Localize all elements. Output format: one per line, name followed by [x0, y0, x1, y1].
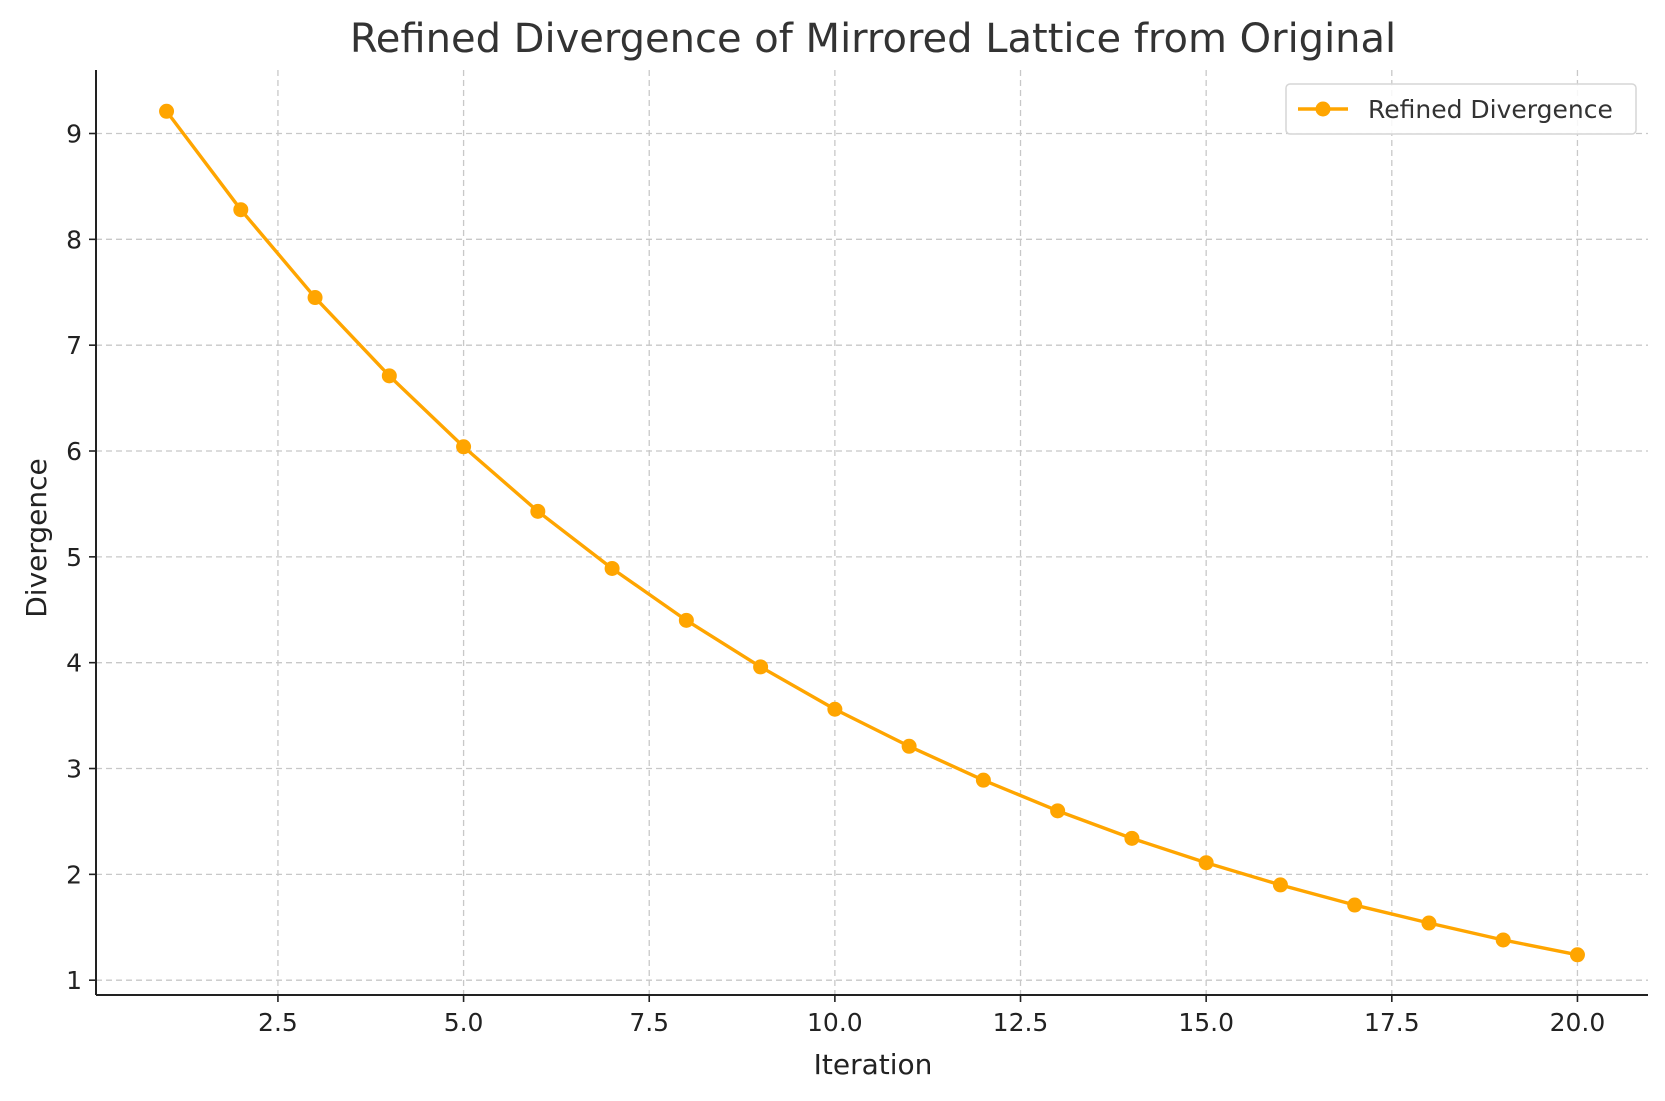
x-axis-label: Iteration [814, 1048, 933, 1081]
y-tick-label-3: 4 [66, 649, 82, 678]
data-point-0-17 [1421, 915, 1437, 931]
legend-box [1285, 83, 1637, 135]
legend: Refined Divergence [1285, 83, 1637, 135]
x-tick-label-5: 15.0 [1178, 1008, 1234, 1037]
series-layer [159, 103, 1585, 963]
data-point-0-13 [1124, 830, 1140, 846]
data-point-0-12 [1050, 803, 1066, 819]
y-tick-label-5: 6 [66, 437, 82, 466]
data-point-0-0 [159, 103, 175, 119]
data-point-0-9 [827, 701, 843, 717]
y-tick-label-0: 1 [66, 966, 82, 995]
y-tick-label-7: 8 [66, 225, 82, 254]
x-tick-label-4: 12.5 [993, 1008, 1049, 1037]
y-axis-label: Divergence [20, 458, 53, 618]
legend-label-0: Refined Divergence [1368, 95, 1613, 124]
data-point-0-18 [1495, 932, 1511, 948]
chart-title: Refined Divergence of Mirrored Lattice f… [350, 16, 1396, 62]
data-point-0-3 [381, 368, 397, 384]
data-point-0-8 [753, 659, 769, 675]
y-tick-label-2: 3 [66, 755, 82, 784]
data-point-0-1 [233, 202, 249, 218]
x-tick-label-7: 20.0 [1550, 1008, 1606, 1037]
data-point-0-5 [530, 503, 546, 519]
data-point-0-4 [456, 439, 472, 455]
x-tick-label-0: 2.5 [258, 1008, 298, 1037]
y-tick-label-6: 7 [66, 331, 82, 360]
x-tick-label-1: 5.0 [444, 1008, 484, 1037]
data-point-0-6 [604, 560, 620, 576]
data-point-0-10 [901, 738, 917, 754]
data-point-0-19 [1569, 947, 1585, 963]
data-point-0-11 [975, 772, 991, 788]
data-point-0-14 [1198, 855, 1214, 871]
data-point-0-7 [678, 612, 694, 628]
x-tick-label-2: 7.5 [629, 1008, 669, 1037]
series-line-0 [164, 109, 1580, 957]
x-tick-label-3: 10.0 [807, 1008, 863, 1037]
data-point-0-2 [307, 290, 323, 306]
y-tick-label-4: 5 [66, 543, 82, 572]
data-point-0-16 [1347, 897, 1363, 913]
y-tick-label-1: 2 [66, 860, 82, 889]
x-tick-label-6: 17.5 [1364, 1008, 1420, 1037]
axes: 2.5 5.0 7.5 10.0 12.5 15.0 17.5 20.0 1 2 3 4 5 6 7 8 9 [66, 70, 1648, 1037]
legend-marker-0 [1315, 101, 1331, 117]
data-point-0-15 [1272, 877, 1288, 893]
y-tick-label-8: 9 [66, 120, 82, 149]
